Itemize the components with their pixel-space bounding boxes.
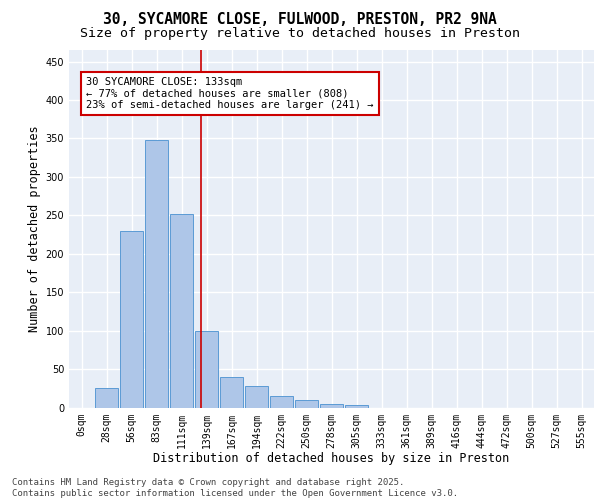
Y-axis label: Number of detached properties: Number of detached properties xyxy=(28,126,41,332)
Text: Size of property relative to detached houses in Preston: Size of property relative to detached ho… xyxy=(80,28,520,40)
Bar xyxy=(320,404,343,407)
Bar xyxy=(95,388,118,407)
Bar xyxy=(195,330,218,407)
Bar xyxy=(245,386,268,407)
Bar xyxy=(170,214,193,408)
Bar xyxy=(295,400,318,407)
Bar xyxy=(120,230,143,408)
Bar xyxy=(220,376,243,408)
Bar xyxy=(270,396,293,407)
Text: 30 SYCAMORE CLOSE: 133sqm
← 77% of detached houses are smaller (808)
23% of semi: 30 SYCAMORE CLOSE: 133sqm ← 77% of detac… xyxy=(86,77,373,110)
Text: Contains HM Land Registry data © Crown copyright and database right 2025.
Contai: Contains HM Land Registry data © Crown c… xyxy=(12,478,458,498)
Bar xyxy=(345,405,368,407)
Text: 30, SYCAMORE CLOSE, FULWOOD, PRESTON, PR2 9NA: 30, SYCAMORE CLOSE, FULWOOD, PRESTON, PR… xyxy=(103,12,497,28)
X-axis label: Distribution of detached houses by size in Preston: Distribution of detached houses by size … xyxy=(154,452,509,465)
Bar xyxy=(145,140,168,407)
